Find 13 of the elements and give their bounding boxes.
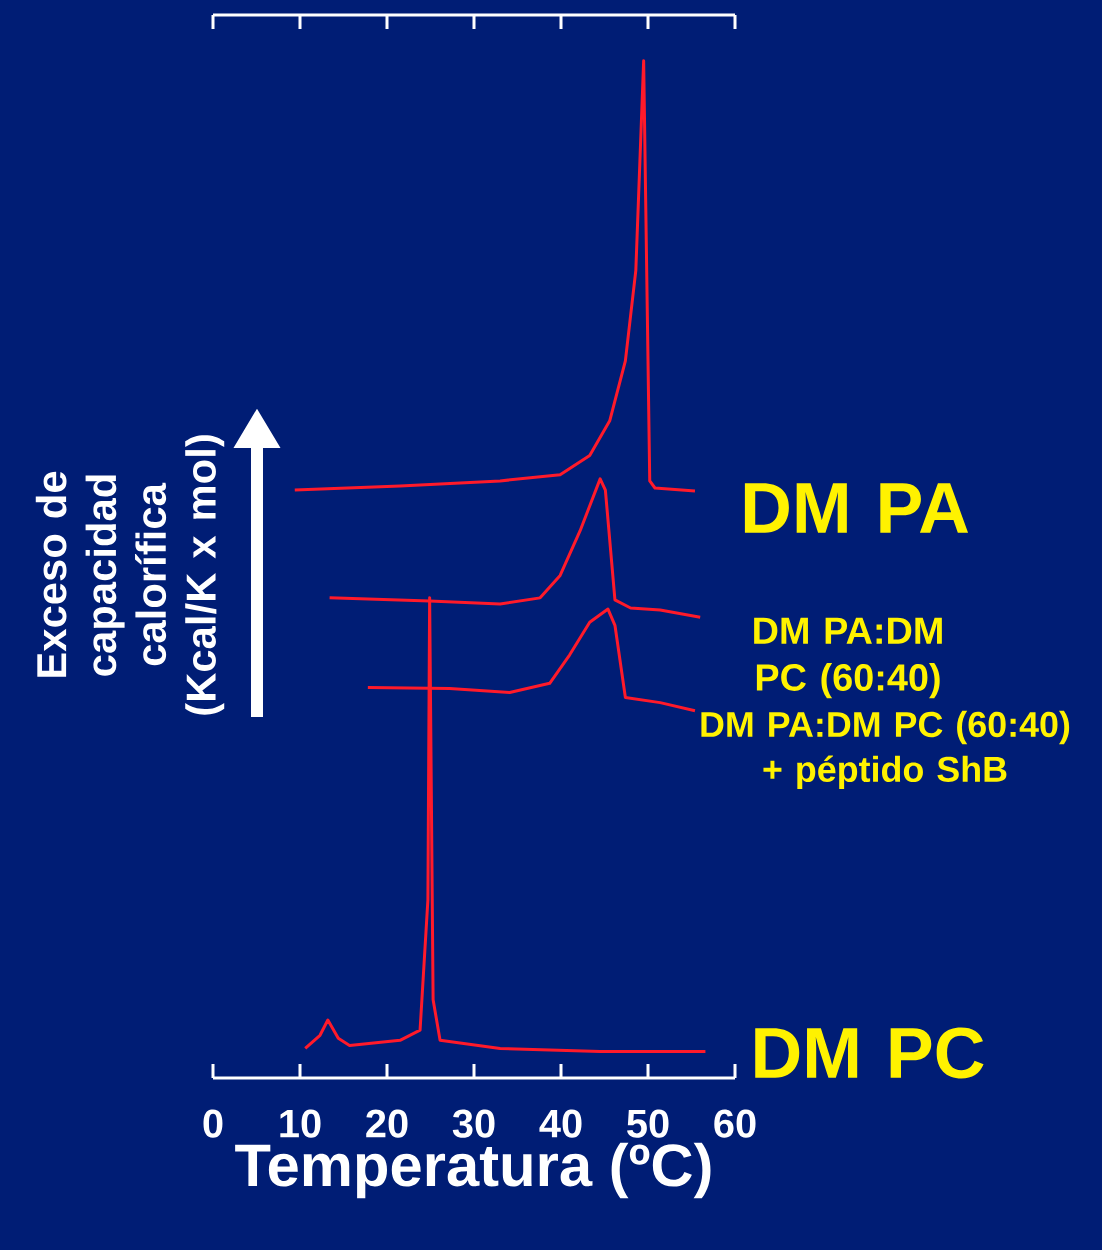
series-label: DM PC (755, 1027, 984, 1079)
x-tick-label: 40 (539, 1109, 582, 1138)
series-label: DM PA:DM PC (60:40) + péptido ShB (701, 710, 1070, 790)
x-tick-label: 10 (280, 1109, 321, 1138)
x-axis-title: Temperatura (ºC) (235, 1142, 711, 1199)
x-tick-label: 0 (203, 1109, 223, 1138)
series-label: DM PA:DM PC (60:40) (754, 617, 942, 699)
series-label: DM PA (744, 483, 969, 533)
x-tick-label: 60 (714, 1109, 756, 1138)
x-tick-label: 20 (366, 1109, 408, 1138)
x-tick-label: 30 (452, 1109, 495, 1138)
x-tick-label: 50 (627, 1109, 669, 1138)
y-axis-title: Exceso de capacidad calorífica (Kcal/K x mol) (35, 435, 225, 715)
